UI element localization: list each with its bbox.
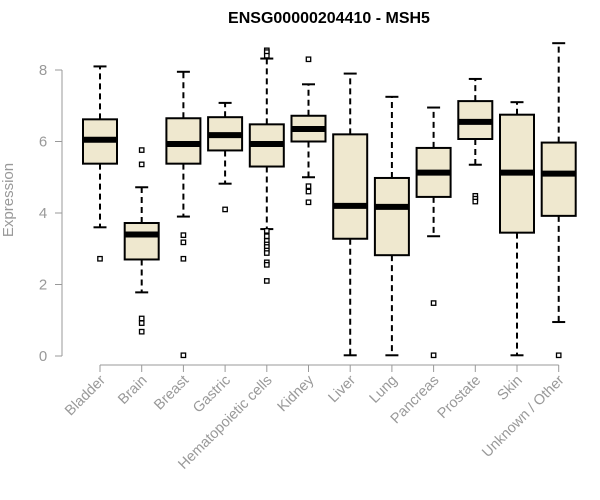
box-prostate bbox=[457, 77, 494, 205]
box-hematopoietic-cells bbox=[248, 47, 285, 284]
outlier-point bbox=[180, 232, 187, 239]
outlier-point bbox=[472, 198, 479, 205]
outlier-point bbox=[222, 206, 228, 213]
outlier-point bbox=[263, 52, 270, 59]
outlier-point bbox=[555, 352, 562, 359]
box-iqr bbox=[165, 117, 202, 165]
outlier-point bbox=[180, 255, 187, 262]
box-pancreas bbox=[415, 106, 452, 359]
x-tick-label: Brain bbox=[115, 373, 150, 408]
box-brain bbox=[123, 147, 160, 335]
box-unknown-other bbox=[540, 42, 577, 359]
box-iqr bbox=[332, 133, 369, 240]
outlier-point bbox=[263, 233, 270, 240]
box-skin bbox=[499, 101, 535, 357]
outlier-point bbox=[305, 188, 312, 195]
y-axis: 0 2 4 6 8 bbox=[39, 62, 63, 365]
box-iqr bbox=[373, 176, 410, 257]
outlier-point bbox=[180, 239, 187, 246]
box-breast bbox=[165, 70, 202, 359]
outlier-point bbox=[138, 161, 145, 168]
x-tick-label: Bladder bbox=[62, 372, 109, 419]
outlier-point bbox=[305, 183, 312, 190]
box-liver bbox=[332, 72, 369, 357]
box-bladder bbox=[82, 65, 118, 262]
outlier-point bbox=[138, 315, 145, 322]
x-tick-label: Liver bbox=[325, 372, 359, 406]
y-tick-label: 2 bbox=[39, 277, 47, 294]
outlier-point bbox=[430, 352, 437, 359]
outlier-point bbox=[97, 255, 103, 262]
x-tick-label: Lung bbox=[367, 373, 401, 407]
outlier-point bbox=[305, 199, 312, 206]
y-axis-label: Expression bbox=[0, 163, 17, 237]
box-gastric bbox=[207, 101, 244, 213]
y-tick-label: 8 bbox=[39, 62, 47, 79]
chart-title: ENSG00000204410 - MSH5 bbox=[228, 10, 430, 27]
y-tick-label: 6 bbox=[39, 134, 47, 151]
box-lung bbox=[373, 95, 410, 357]
outlier-point bbox=[138, 147, 145, 153]
outlier-point bbox=[305, 56, 312, 63]
outlier-point bbox=[263, 250, 270, 256]
outlier-point bbox=[138, 328, 145, 335]
outlier-point bbox=[263, 261, 270, 268]
outlier-point bbox=[138, 320, 145, 326]
outlier-point bbox=[263, 278, 270, 284]
x-tick-label: Kidney bbox=[275, 372, 318, 415]
x-tick-label: Skin bbox=[495, 373, 526, 404]
y-tick-label: 0 bbox=[39, 348, 47, 365]
x-tick-label: Breast bbox=[151, 373, 192, 414]
x-tick-label: Prostate bbox=[435, 373, 484, 422]
box-iqr bbox=[123, 222, 160, 261]
outlier-point bbox=[180, 352, 187, 359]
box-kidney bbox=[290, 56, 327, 206]
outlier-point bbox=[263, 228, 270, 234]
box-iqr bbox=[540, 141, 577, 217]
boxes-group bbox=[82, 42, 577, 359]
y-tick-label: 4 bbox=[39, 205, 47, 222]
outlier-point bbox=[430, 300, 437, 306]
